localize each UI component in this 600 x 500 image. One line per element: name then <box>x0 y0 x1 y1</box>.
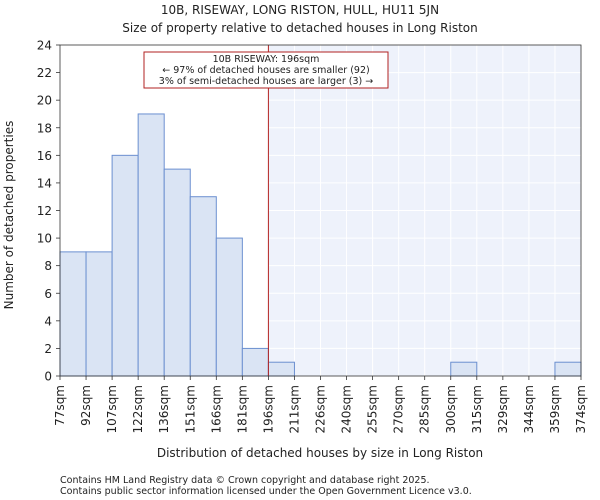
bar-196sqm <box>267 361 295 377</box>
x-tick-label: 77sqm <box>53 385 67 426</box>
y-tick-label: 10 <box>37 232 52 246</box>
x-tick-label: 211sqm <box>287 385 301 433</box>
x-tick-label: 92sqm <box>79 385 93 426</box>
y-tick-label: 8 <box>44 259 52 273</box>
annotation-line1: 10B RISEWAY: 196sqm <box>213 54 320 65</box>
x-tick-label: 107sqm <box>105 385 119 433</box>
y-tick-label: 20 <box>37 94 52 108</box>
chart-title-line1: 10B, RISEWAY, LONG RISTON, HULL, HU11 5J… <box>161 3 439 17</box>
bar-136sqm <box>163 168 191 377</box>
x-tick-label: 122sqm <box>131 385 145 433</box>
bar-166sqm <box>215 237 243 377</box>
x-tick-label: 226sqm <box>314 385 328 433</box>
footer-line2: Contains public sector information licen… <box>60 486 472 497</box>
y-tick-label: 4 <box>44 314 52 328</box>
x-tick-label: 315sqm <box>470 385 484 433</box>
y-tick-label: 24 <box>37 39 52 53</box>
annotation-line3: 3% of semi-detached houses are larger (3… <box>159 76 373 87</box>
bar-151sqm <box>189 196 217 377</box>
x-tick-label: 181sqm <box>235 385 249 433</box>
bar-181sqm <box>241 347 269 377</box>
y-tick-label: 6 <box>44 287 52 301</box>
y-tick-label: 22 <box>37 66 52 80</box>
y-tick-label: 16 <box>37 149 52 163</box>
x-tick-label: 374sqm <box>574 385 588 433</box>
x-axis-label: Distribution of detached houses by size … <box>157 446 483 460</box>
chart-title-line2: Size of property relative to detached ho… <box>122 21 477 35</box>
x-tick-label: 359sqm <box>548 385 562 433</box>
bar-92sqm <box>85 251 113 377</box>
x-tick-label: 151sqm <box>183 385 197 433</box>
y-tick-label: 18 <box>37 121 52 135</box>
x-tick-label: 329sqm <box>496 385 510 433</box>
x-tick-label: 344sqm <box>522 385 536 433</box>
y-tick-label: 12 <box>37 204 52 218</box>
bar-300sqm <box>450 361 478 377</box>
x-tick-label: 196sqm <box>261 385 275 433</box>
footer-line1: Contains HM Land Registry data © Crown c… <box>60 475 430 486</box>
plot-area <box>59 44 582 377</box>
x-tick-label: 300sqm <box>444 385 458 433</box>
x-tick-label: 255sqm <box>366 385 380 433</box>
y-tick-label: 2 <box>44 342 52 356</box>
x-tick-label: 136sqm <box>157 385 171 433</box>
bar-359sqm <box>554 361 582 377</box>
bar-107sqm <box>111 154 139 377</box>
bar-122sqm <box>137 113 165 377</box>
x-tick-label: 285sqm <box>418 385 432 433</box>
annotation-line2: ← 97% of detached houses are smaller (92… <box>162 65 369 76</box>
x-tick-label: 166sqm <box>209 385 223 433</box>
x-tick-label: 240sqm <box>340 385 354 433</box>
y-tick-label: 0 <box>44 370 52 384</box>
y-axis-label: Number of detached properties <box>2 121 16 310</box>
annotation-box: 10B RISEWAY: 196sqm ← 97% of detached ho… <box>143 51 389 89</box>
y-tick-label: 14 <box>37 176 52 190</box>
x-tick-label: 270sqm <box>392 385 406 433</box>
bar-77sqm <box>59 251 87 377</box>
